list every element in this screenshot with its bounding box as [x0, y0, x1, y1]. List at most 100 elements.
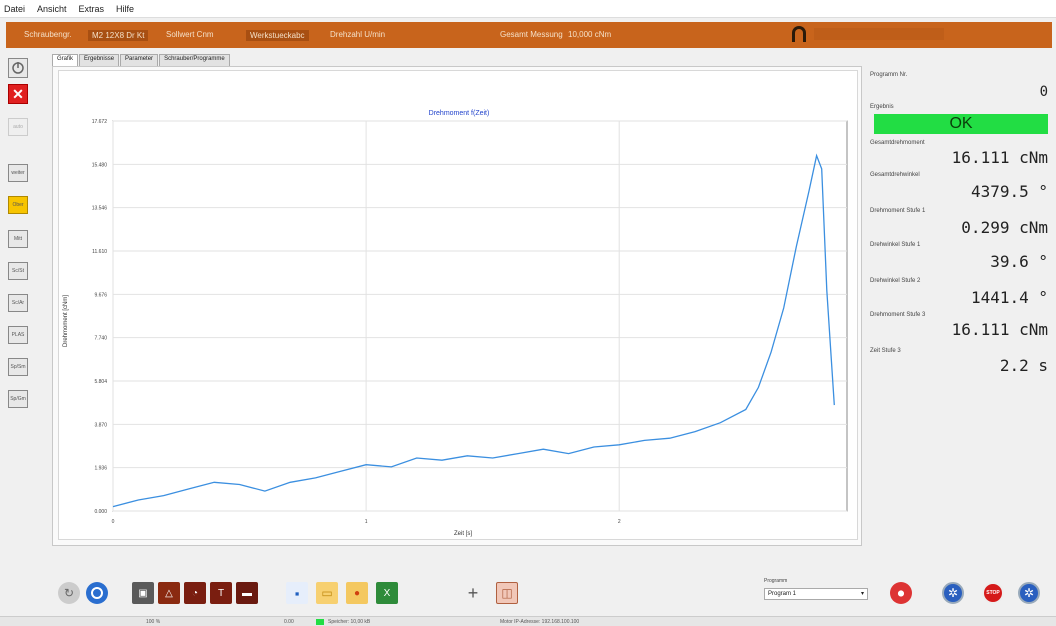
plot-area-frame [112, 120, 848, 512]
torque-stage3-value: 16.111 cNm [951, 320, 1048, 339]
status-memory: Speicher: 10,00 kB [328, 619, 371, 625]
triangle-icon: △ [165, 587, 173, 599]
power-button[interactable] [8, 58, 28, 78]
auto-button[interactable]: auto [8, 118, 28, 136]
power-icon [12, 62, 24, 74]
circle-icon [91, 587, 103, 599]
info-bar: Schraubengr. M2 12X8 Dr Kt Sollwert Cnm … [6, 22, 1052, 48]
split-view-button[interactable]: ◫ [496, 582, 518, 604]
torque-stage3-label: Drehmoment Stufe 3 [870, 312, 926, 318]
mitt-button[interactable]: Mitt [8, 230, 28, 248]
y-tick-label: 5.804 [94, 379, 107, 385]
tool-c-button[interactable]: ◔ [184, 582, 206, 604]
angle-stage2-value: 1441.4 ° [970, 288, 1048, 307]
y-tick-label: 13.546 [92, 206, 108, 212]
export-button[interactable]: ● [346, 582, 368, 604]
close-icon: ✕ [12, 85, 24, 102]
menu-ansicht[interactable]: Ansicht [37, 3, 67, 14]
tool-b-button[interactable]: △ [158, 582, 180, 604]
spgm-button[interactable]: Sp/Gm [8, 390, 28, 408]
message-icon: ▬ [242, 587, 252, 599]
weiter-button[interactable]: weiter [8, 164, 28, 182]
x-axis-label: Zeit [s] [454, 531, 472, 537]
info-value-screw: M2 12X8 Dr Kt [88, 30, 149, 41]
torque-stage1-value: 0.299 cNm [961, 218, 1048, 237]
reverse-button[interactable]: ✲ [1018, 582, 1040, 604]
torque-series-line [112, 153, 835, 508]
crosshair-button[interactable]: + [462, 582, 484, 604]
y-axis-label: Drehmoment [cNm] [63, 295, 69, 347]
plas-button[interactable]: PLAS [8, 326, 28, 344]
y-tick-label: 15.480 [92, 162, 108, 168]
tab-parameter[interactable]: Parameter [120, 54, 159, 66]
status-value: 0.00 [284, 619, 294, 625]
time-stage3-label: Zeit Stufe 3 [870, 348, 901, 354]
save-icon: ▪ [294, 585, 300, 601]
stop-icon: STOP [986, 590, 1000, 596]
info-value-workpiece: Werkstueckabc [246, 30, 309, 41]
brand-logo [792, 26, 944, 42]
status-led [316, 619, 324, 625]
menu-datei[interactable]: Datei [4, 3, 26, 14]
time-stage3-value: 2.2 s [999, 356, 1048, 375]
x-tick-label: 1 [365, 519, 368, 525]
ober-button[interactable]: Ober [8, 196, 28, 214]
x-tick-label: 2 [618, 519, 621, 525]
tool-d-button[interactable]: T [210, 582, 232, 604]
y-tick-label: 7.740 [94, 336, 107, 342]
status-zoom: 100 % [146, 619, 161, 625]
refresh-button[interactable]: ↻ [58, 582, 80, 604]
save-button[interactable]: ▪ [286, 582, 308, 604]
info-label-total: Gesamt Messung [500, 30, 563, 39]
program-select-label: Programm [764, 578, 788, 584]
spsm-button[interactable]: Sp/Sm [8, 358, 28, 376]
tool-a-button[interactable]: ▣ [132, 582, 154, 604]
total-torque-value: 16.111 cNm [951, 148, 1048, 167]
menu-extras[interactable]: Extras [78, 3, 105, 14]
chart-title: Drehmoment f(Zeit) [429, 110, 490, 117]
info-label-screw: Schraubengr. [24, 30, 72, 39]
tool-a-icon: ▣ [138, 587, 148, 599]
gauge-icon: ◔ [191, 587, 199, 599]
y-tick-label: 11.610 [92, 249, 107, 255]
open-folder-button[interactable]: ▭ [316, 582, 338, 604]
x-tick-label: 0 [112, 519, 115, 525]
reverse-screw-icon: ✲ [1023, 586, 1035, 600]
angle-stage1-value: 39.6 ° [990, 252, 1048, 271]
folder-icon: ▭ [321, 586, 333, 600]
tab-grafik[interactable]: Grafik [52, 54, 79, 66]
scar-button[interactable]: Sc/Ar [8, 294, 28, 312]
tab-programme[interactable]: Schrauber/Programme [159, 54, 230, 66]
menu-hilfe[interactable]: Hilfe [116, 3, 135, 14]
y-tick-label: 17.672 [92, 119, 108, 125]
excel-icon: X [383, 587, 391, 599]
stop-button[interactable]: STOP [982, 582, 1004, 604]
reset-button[interactable] [86, 582, 108, 604]
info-value-total: 10,000 cNm [568, 30, 612, 39]
crosshair-icon: + [467, 582, 479, 603]
export-icon: ● [353, 587, 361, 599]
start-button[interactable]: ✲ [942, 582, 964, 604]
scst-button[interactable]: Sc/St [8, 262, 28, 280]
y-tick-label: 0.000 [94, 509, 107, 515]
chevron-down-icon: ▾ [860, 591, 864, 597]
status-bar: 100 % 0.00 Speicher: 10,00 kB Motor IP-A… [0, 616, 1056, 626]
excel-button[interactable]: X [376, 582, 398, 604]
close-button[interactable]: ✕ [8, 84, 28, 104]
y-tick-label: 3.870 [94, 422, 107, 428]
chart-container: Drehmoment f(Zeit) Zeit [s] Drehmoment [… [58, 70, 858, 540]
abort-icon: ⬤ [897, 590, 905, 597]
tab-ergebnisse[interactable]: Ergebnisse [79, 54, 120, 66]
logo-icon [792, 26, 806, 42]
program-select[interactable]: Program 1 ▾ [764, 588, 868, 600]
program-number-value: 0 [1039, 84, 1048, 100]
screw-icon: ✲ [947, 586, 959, 600]
tool-e-button[interactable]: ▬ [236, 582, 258, 604]
abort-button[interactable]: ⬤ [890, 582, 912, 604]
refresh-icon: ↻ [63, 586, 75, 600]
hammer-icon: T [217, 587, 225, 599]
split-view-icon: ◫ [501, 586, 513, 600]
program-number-label: Programm Nr. [870, 72, 908, 78]
angle-stage1-label: Drehwinkel Stufe 1 [870, 242, 921, 248]
status-ip: Motor IP-Adresse: 192.168.100.100 [500, 619, 580, 625]
